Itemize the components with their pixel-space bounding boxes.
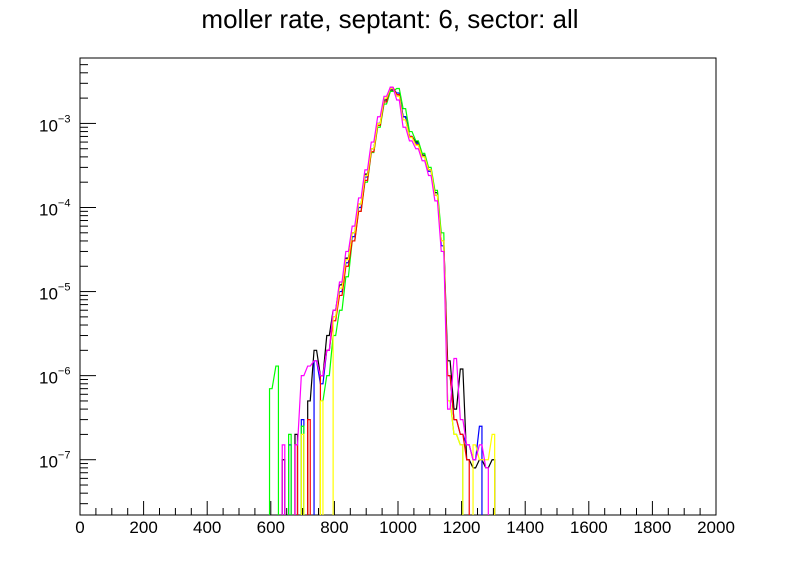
x-tick-label: 600: [257, 518, 285, 537]
x-tick-label: 200: [129, 518, 157, 537]
series-line: [300, 87, 496, 515]
series-line: [281, 86, 489, 515]
series-line: [294, 86, 470, 515]
x-tick-label: 2000: [697, 518, 735, 537]
x-tick-label: 0: [75, 518, 84, 537]
x-tick-label: 1600: [570, 518, 608, 537]
series-layer: [268, 86, 496, 515]
x-tick-label: 1000: [379, 518, 417, 537]
chart-title: moller rate, septant: 6, sector: all: [201, 4, 578, 34]
y-tick-label: 10−5: [39, 282, 70, 304]
axes-layer: 0 200 400 600 800 1000 1200 1400 1600 1800 2000 10−…: [39, 57, 735, 537]
x-tick-label: 400: [193, 518, 221, 537]
y-tick-label: 10−3: [39, 113, 70, 135]
y-tick-label: 10−6: [39, 366, 70, 388]
y-tick-label: 10−7: [39, 450, 70, 472]
x-tick-label: 1200: [443, 518, 481, 537]
series-line: [288, 87, 483, 515]
x-tick-label: 1400: [506, 518, 544, 537]
x-tick-label: 800: [320, 518, 348, 537]
series-line: [268, 87, 464, 515]
y-tick-label: 10−4: [39, 197, 70, 219]
plot-frame: [79, 57, 717, 516]
x-tick-label: 1800: [633, 518, 671, 537]
